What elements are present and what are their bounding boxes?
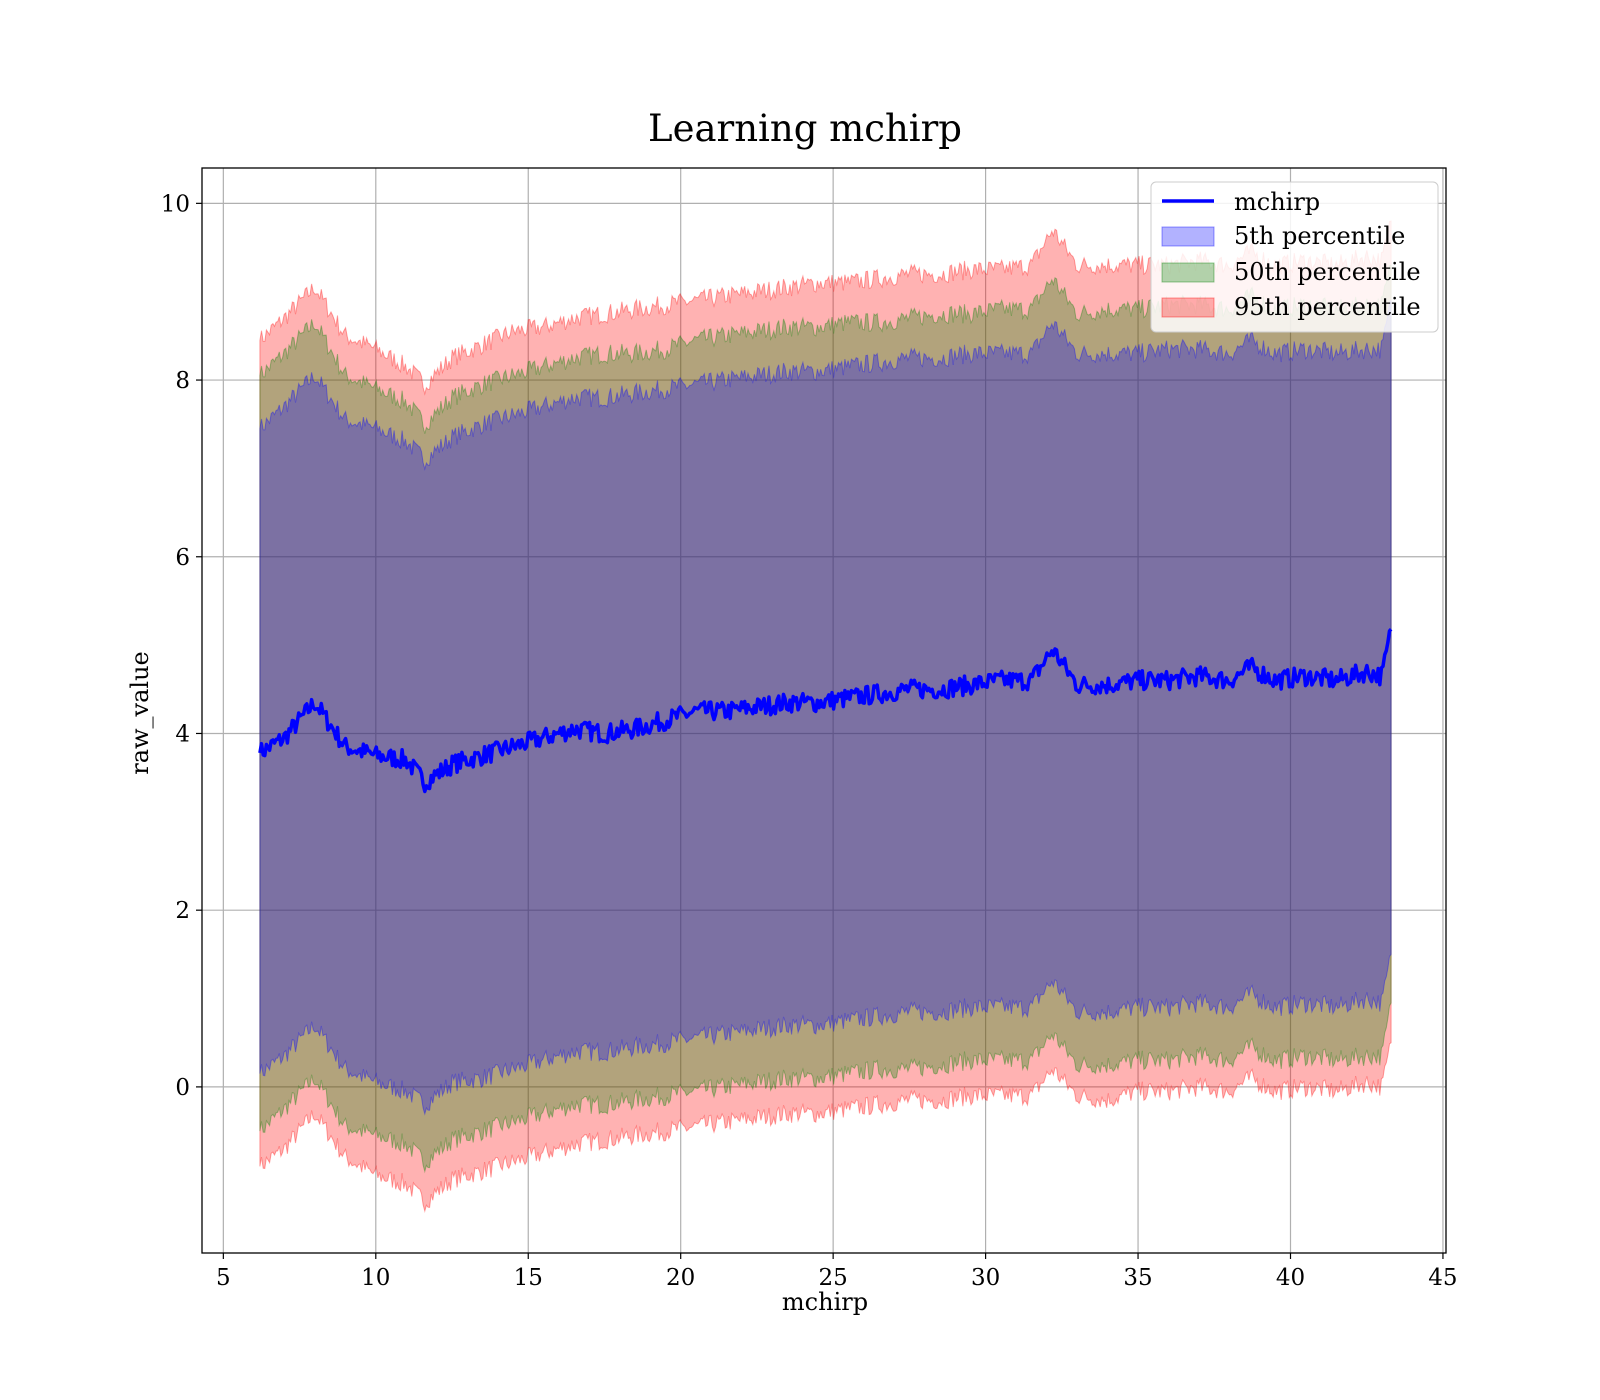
legend-label-5th: 5th percentile	[1234, 222, 1405, 250]
x-tick-label: 45	[1428, 1265, 1457, 1291]
legend-swatch-5th	[1161, 226, 1215, 247]
x-tick-label: 20	[666, 1265, 695, 1291]
x-tick-label: 25	[819, 1265, 848, 1291]
chart-title: Learning mchirp	[648, 107, 962, 150]
y-tick-label: 6	[175, 545, 190, 571]
mchirp-line-layer	[258, 628, 1393, 794]
legend-label-50th: 50th percentile	[1234, 258, 1421, 286]
x-tick-label: 15	[514, 1265, 543, 1291]
grid	[202, 168, 1446, 1253]
x-tick-label: 40	[1276, 1265, 1305, 1291]
y-tick-label: 0	[175, 1075, 190, 1101]
band-95th-percentile	[259, 220, 1392, 1214]
legend-label-mchirp: mchirp	[1234, 188, 1320, 216]
y-axis-label: raw_value	[126, 651, 154, 775]
legend-box	[1150, 181, 1439, 333]
y-axis-ticks: 0 2 4 6 8 10	[161, 191, 202, 1101]
x-tick-label: 35	[1123, 1265, 1152, 1291]
x-tick-label: 5	[216, 1265, 231, 1291]
mchirp-line	[258, 628, 1393, 794]
legend-label-95th: 95th percentile	[1234, 293, 1421, 321]
percentile-bands	[259, 220, 1392, 1214]
x-axis-label: mchirp	[782, 1288, 868, 1316]
legend-swatch-50th	[1161, 262, 1215, 283]
y-tick-label: 2	[175, 898, 190, 924]
y-tick-label: 10	[161, 191, 190, 217]
legend: mchirp 5th percentile 50th percentile 95…	[1150, 181, 1439, 333]
band-50th-percentile	[259, 264, 1392, 1174]
x-tick-label: 30	[971, 1265, 1000, 1291]
x-tick-label: 10	[361, 1265, 390, 1291]
y-tick-label: 4	[175, 721, 190, 747]
legend-swatch-95th	[1161, 297, 1215, 318]
x-axis-ticks: 5 10 15 20 25 30 35 40 45	[216, 1253, 1458, 1291]
plot-frame	[201, 167, 1447, 1254]
y-tick-label: 8	[175, 368, 190, 394]
